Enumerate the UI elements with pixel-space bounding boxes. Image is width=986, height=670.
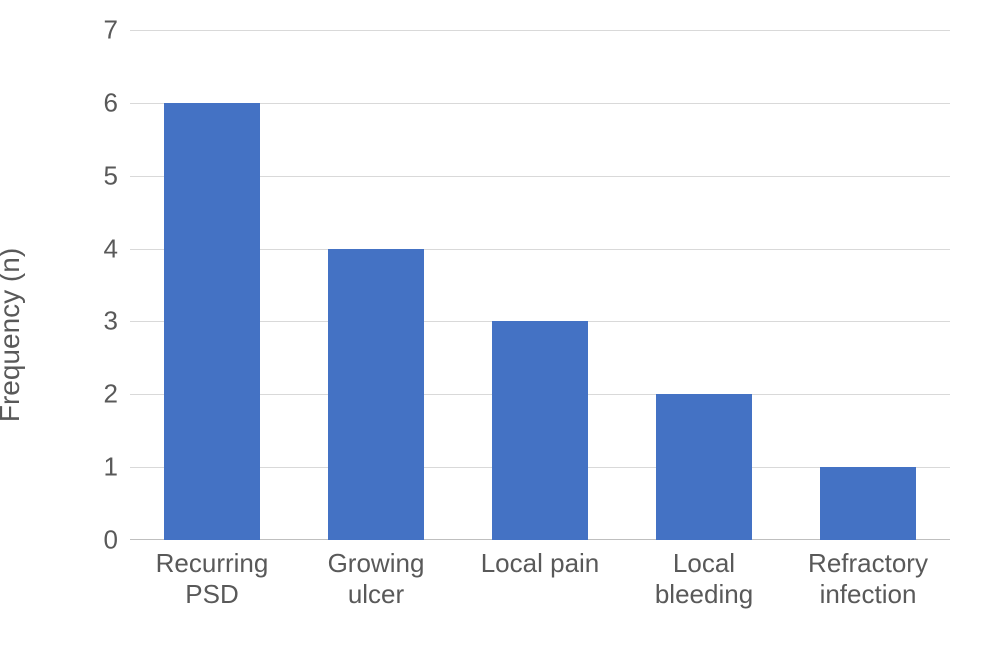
bar-chart: Frequency (n) 01234567 Recurring PSDGrow…	[0, 0, 986, 670]
grid-line	[130, 30, 950, 31]
y-tick-label: 0	[104, 525, 130, 556]
x-tick-label: Refractory infection	[808, 548, 928, 610]
x-tick-label: Local bleeding	[655, 548, 753, 610]
y-tick-label: 6	[104, 87, 130, 118]
bar	[328, 249, 423, 540]
bar	[820, 467, 915, 540]
x-tick-label: Local pain	[481, 548, 600, 579]
y-tick-label: 3	[104, 306, 130, 337]
x-axis-labels: Recurring PSD Growing ulcer Local pain Loca…	[130, 548, 950, 648]
y-tick-label: 2	[104, 379, 130, 410]
y-tick-label: 1	[104, 452, 130, 483]
x-tick-label: Recurring PSD	[156, 548, 269, 610]
y-tick-label: 4	[104, 233, 130, 264]
y-tick-label: 5	[104, 160, 130, 191]
x-tick-label: Growing ulcer	[328, 548, 425, 610]
bar	[492, 321, 587, 540]
bar	[164, 103, 259, 540]
bar	[656, 394, 751, 540]
y-axis-label: Frequency (n)	[0, 248, 26, 422]
plot-area: 01234567	[130, 30, 950, 540]
y-tick-label: 7	[104, 15, 130, 46]
